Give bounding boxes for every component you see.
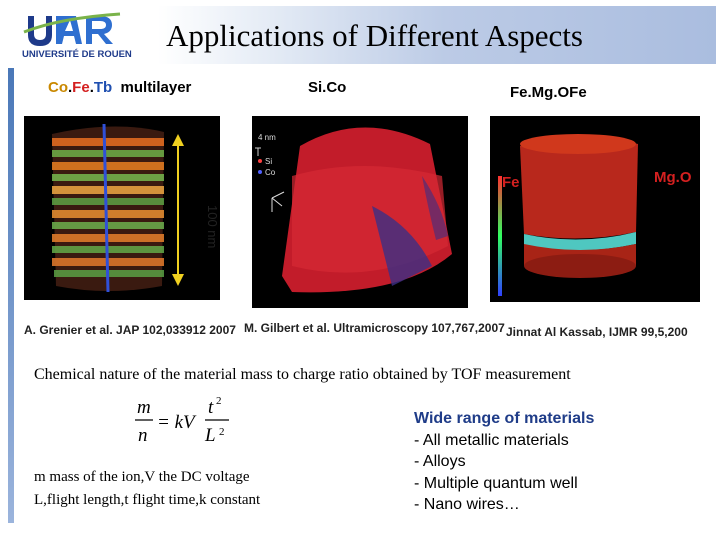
- eq-n: n: [138, 425, 148, 446]
- femgofe-volume: [520, 134, 638, 278]
- logo-text: UNIVERSITÉ DE ROUEN: [22, 49, 132, 60]
- materials-heading: Wide range of materials: [414, 410, 595, 427]
- university-logo: UNIVERSITÉ DE ROUEN: [20, 10, 160, 60]
- citation-2: M. Gilbert et al. Ultramicroscopy 107,76…: [244, 321, 505, 335]
- eq-exp-top: 2: [216, 395, 222, 407]
- scale-label: 100 nm: [205, 205, 220, 249]
- legend-co: Co: [265, 168, 276, 177]
- legend-line-2: L,flight length,t flight time,k constant: [34, 492, 261, 508]
- eq-kv: = kV: [157, 412, 197, 433]
- axes-icon: [271, 191, 285, 212]
- logo-emblem-icon: [23, 12, 121, 46]
- label-multilayer: multilayer: [112, 79, 192, 96]
- materials-item: - All metallic materials: [414, 431, 569, 449]
- materials-item: - Alloys: [414, 453, 466, 470]
- label-tb: Tb: [93, 79, 113, 96]
- page-title: Applications of Different Aspects: [166, 18, 583, 53]
- scale-arrow-icon: [172, 134, 184, 286]
- eq-m: m: [137, 397, 151, 418]
- tof-equation: m n = kV t 2 L 2: [133, 395, 243, 455]
- sico-image: 4 nm Si Co: [252, 116, 468, 308]
- tof-description: Chemical nature of the material mass to …: [34, 366, 571, 383]
- citation-3: Jinnat Al Kassab, IJMR 99,5,200: [506, 325, 688, 339]
- materials-list: Wide range of materials - All metallic m…: [414, 408, 594, 516]
- sico-volume: [282, 127, 452, 293]
- citation-1: A. Grenier et al. JAP 102,033912 2007: [24, 323, 236, 337]
- mgo-region-label: Mg.O: [654, 169, 692, 186]
- fe-region-label: Fe: [502, 174, 520, 191]
- panel-2-label: Si.Co: [308, 79, 347, 96]
- panel-1-label: Co.Fe.Tb multilayer: [48, 79, 192, 96]
- panel-3-label: Fe.Mg.OFe: [510, 84, 587, 101]
- eq-l: L: [204, 425, 216, 446]
- legend-scale: 4 nm: [258, 133, 276, 142]
- legend-line-1: m mass of the ion,V the DC voltage: [34, 469, 250, 485]
- eq-exp-bottom: 2: [219, 426, 225, 438]
- femgofe-image: [490, 116, 700, 302]
- legend-si: Si: [265, 157, 272, 166]
- materials-item: - Nano wires…: [414, 496, 520, 513]
- label-fe: Fe: [72, 79, 90, 96]
- materials-item: - Multiple quantum well: [414, 474, 578, 492]
- profile-line: [102, 123, 110, 293]
- left-accent-rule: [8, 68, 14, 523]
- equation-legend: m mass of the ion,V the DC voltage L,fli…: [34, 466, 260, 512]
- header-bar: [0, 6, 716, 64]
- eq-t: t: [208, 397, 214, 418]
- cofetb-multilayer-image: [24, 116, 220, 300]
- label-co: Co: [48, 79, 68, 96]
